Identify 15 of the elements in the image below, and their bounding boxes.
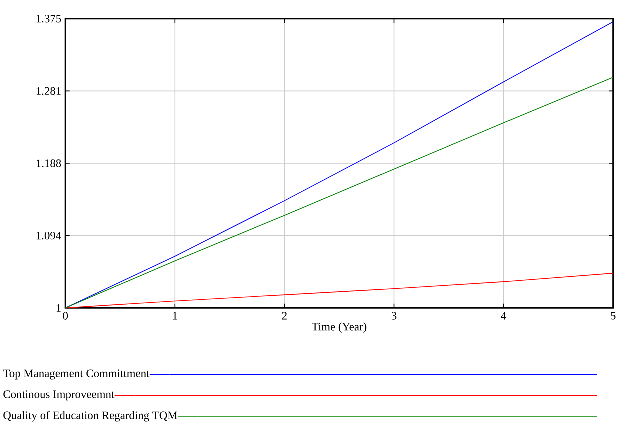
x-axis-title: Time (Year) <box>312 322 367 333</box>
legend-label: Continous Improveemnt <box>4 390 115 400</box>
x-tick-label: 5 <box>611 312 616 320</box>
x-tick-label: 0 <box>63 312 68 320</box>
y-tick-label: 1 <box>56 304 61 312</box>
x-tick-label: 2 <box>282 312 287 320</box>
y-tick-label: 1.094 <box>36 232 62 240</box>
legend-label: Top Management Committment <box>3 370 150 380</box>
x-tick-label: 4 <box>501 312 506 320</box>
x-tick-label: 1 <box>173 312 178 320</box>
y-tick-label: 1.281 <box>36 87 61 95</box>
y-tick-label: 1.375 <box>36 14 62 23</box>
legend-label: Quality of Education Regarding TQM <box>4 411 178 422</box>
y-tick-label: 1.188 <box>36 159 62 168</box>
x-tick-label: 3 <box>392 312 397 320</box>
